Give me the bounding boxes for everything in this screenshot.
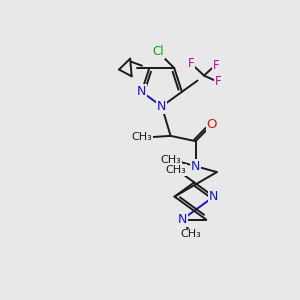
- Text: CH₃: CH₃: [165, 165, 186, 175]
- Text: O: O: [207, 118, 217, 130]
- Text: N: N: [157, 100, 167, 113]
- Text: CH₃: CH₃: [160, 155, 181, 165]
- Text: N: N: [209, 190, 218, 203]
- Text: N: N: [137, 85, 146, 98]
- Text: CH₃: CH₃: [181, 230, 201, 239]
- Text: Cl: Cl: [152, 45, 164, 58]
- Text: N: N: [177, 213, 187, 226]
- Text: N: N: [191, 160, 200, 173]
- Text: F: F: [213, 59, 220, 72]
- Text: CH₃: CH₃: [131, 132, 152, 142]
- Text: F: F: [215, 75, 221, 88]
- Text: F: F: [188, 57, 194, 70]
